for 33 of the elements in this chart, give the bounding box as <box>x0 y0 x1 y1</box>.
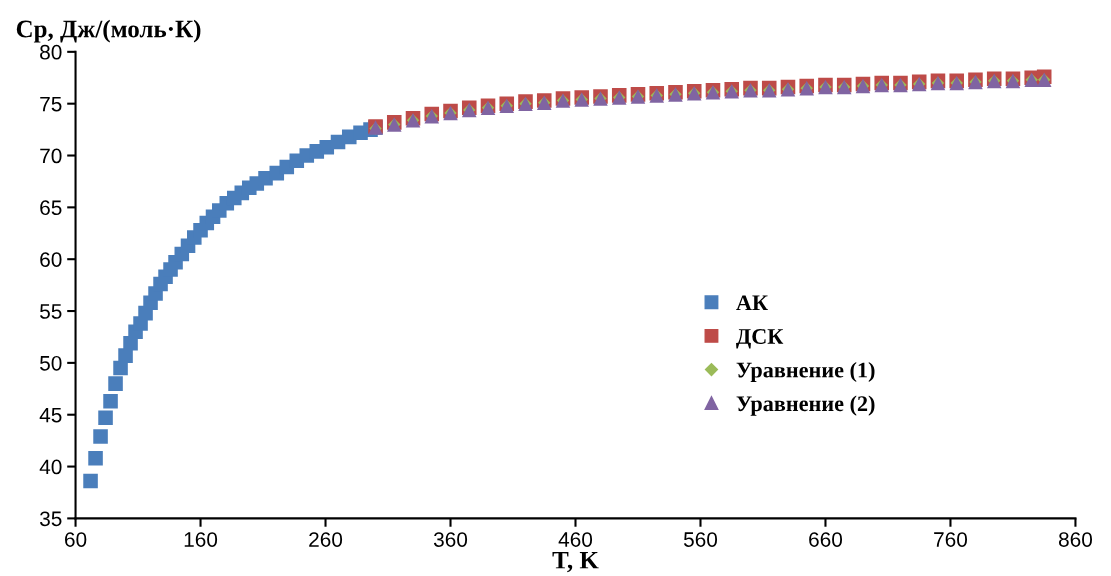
point <box>118 348 133 363</box>
x-tick-label: 160 <box>184 532 218 547</box>
x-tick-label: 460 <box>558 532 593 547</box>
y-tick-label: 45 <box>39 407 62 423</box>
y-tick-label: 50 <box>40 355 62 371</box>
y-tick-label: 35 <box>39 511 62 527</box>
x-tick-label: 760 <box>934 532 968 547</box>
legend-label: Уравнение (1) <box>736 361 875 383</box>
legend-label: Уравнение (2) <box>736 395 875 416</box>
point <box>98 410 113 426</box>
x-tick-label: 860 <box>1058 532 1093 547</box>
point <box>83 473 98 489</box>
x-tick-label: 560 <box>683 532 718 547</box>
y-axis-title: Cp, Дж/(моль·К) <box>16 19 201 43</box>
y-tick-label: 60 <box>40 252 62 267</box>
point <box>103 393 118 409</box>
y-tick-label: 65 <box>40 200 62 216</box>
legend-label: АК <box>736 295 768 311</box>
x-axis-title: T, K <box>552 551 599 573</box>
x-tick-label: 360 <box>433 532 468 547</box>
x-tick-label: 260 <box>309 532 343 547</box>
y-tick-label: 75 <box>40 96 62 112</box>
legend-label: ДСК <box>736 328 784 349</box>
point <box>88 450 103 466</box>
point <box>93 429 108 444</box>
y-tick-label: 70 <box>40 148 62 164</box>
y-tick-label: 55 <box>40 304 62 319</box>
x-tick-label: 660 <box>809 532 843 547</box>
y-tick-label: 40 <box>39 459 62 475</box>
point <box>108 376 123 391</box>
y-tick-label: 80 <box>40 44 62 60</box>
point <box>113 360 128 376</box>
x-tick-label: 60 <box>65 532 87 547</box>
